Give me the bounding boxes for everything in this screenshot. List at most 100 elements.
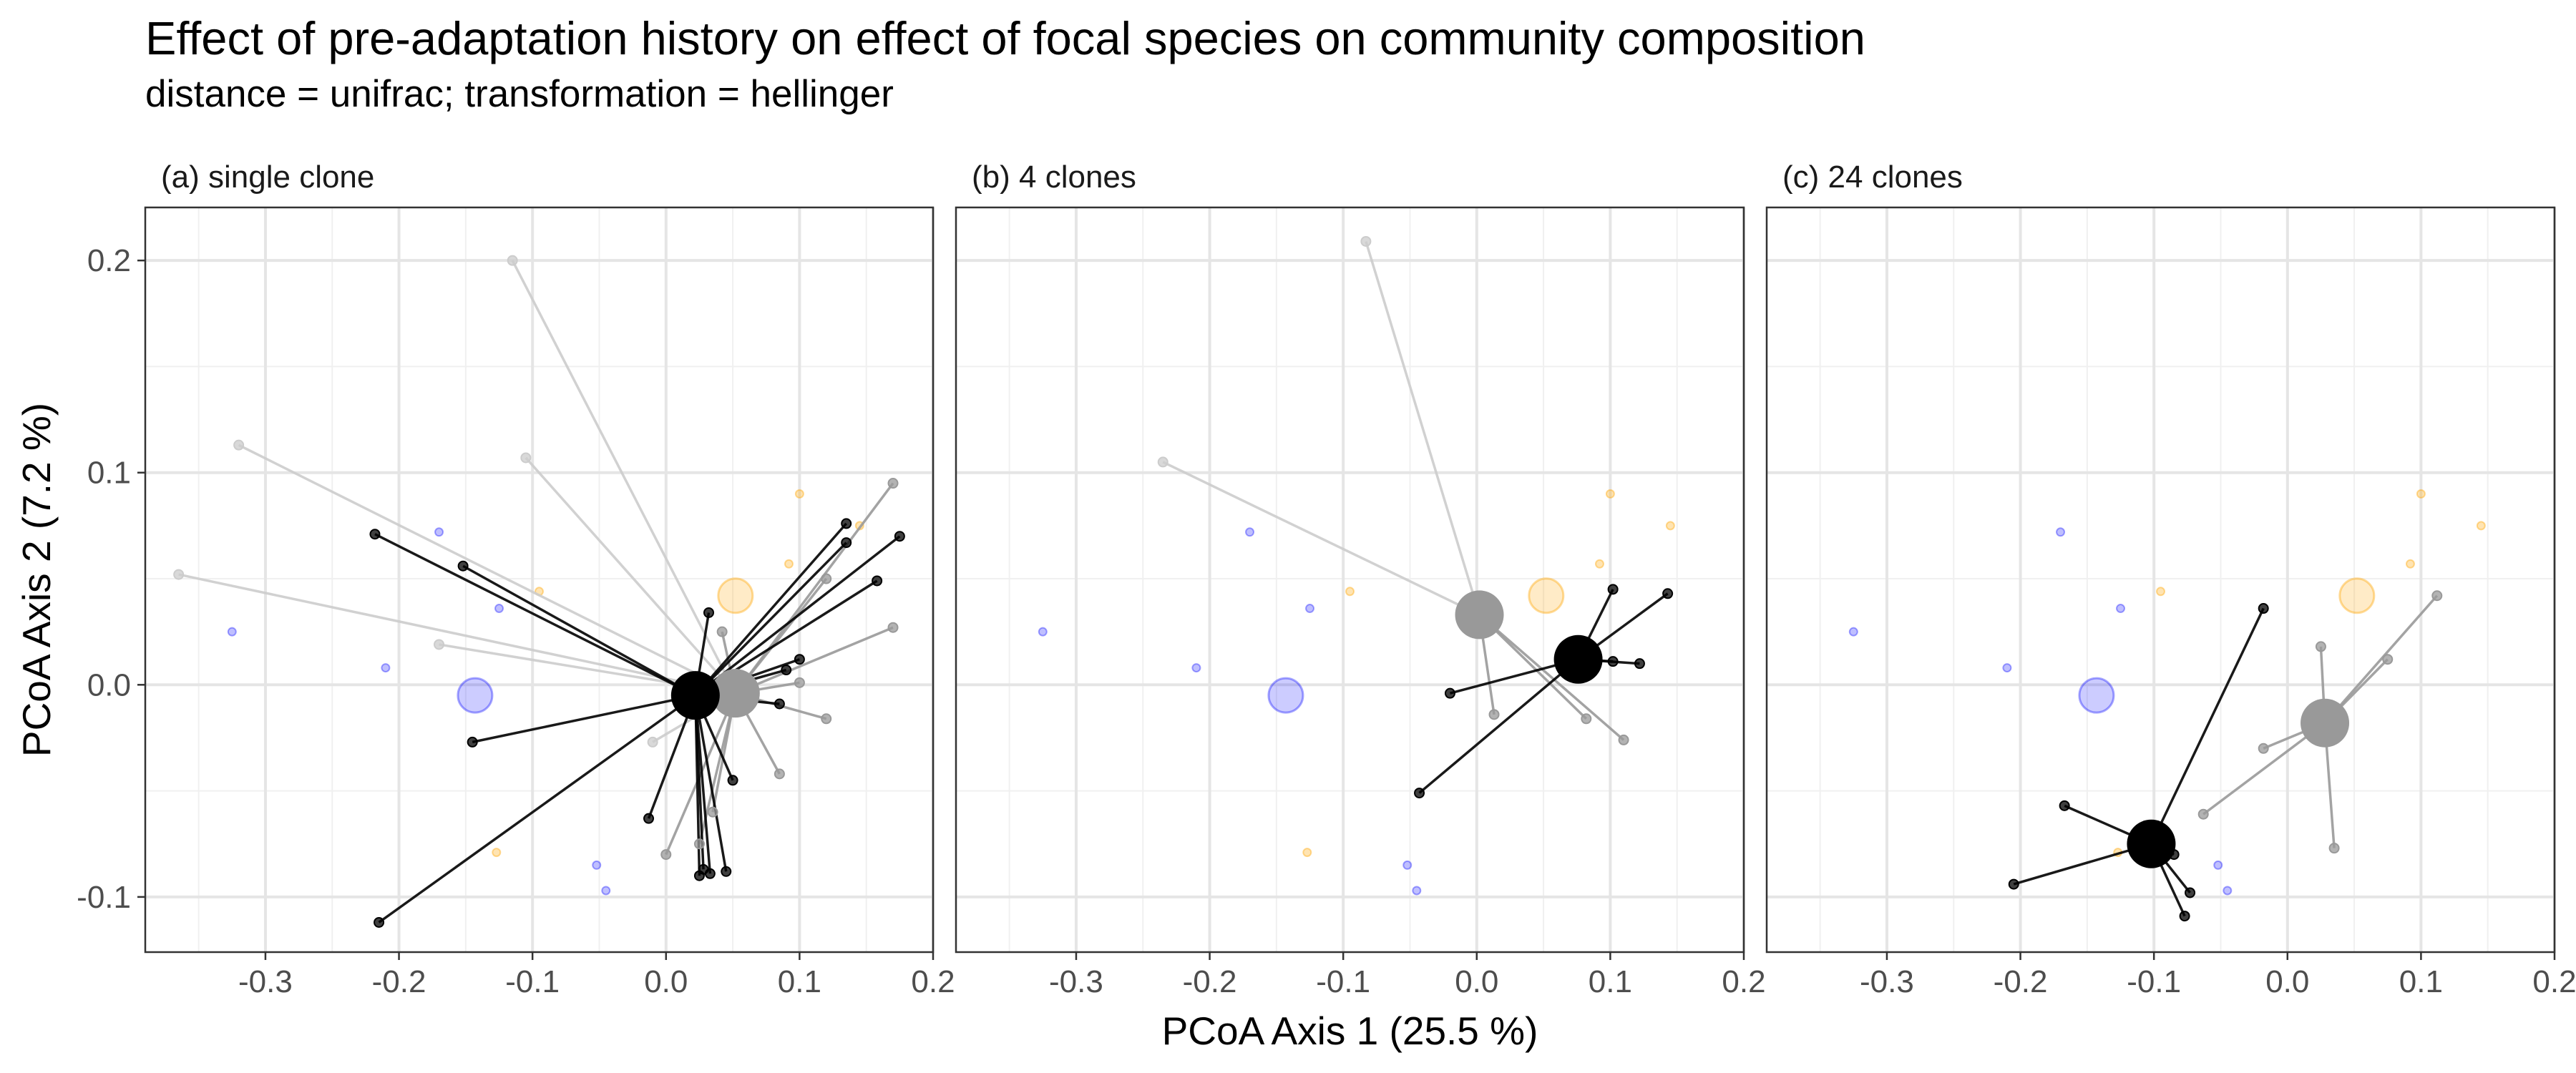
black-point (369, 529, 381, 540)
black-point (872, 575, 883, 587)
chart-title: Effect of pre-adaptation history on effe… (145, 12, 1865, 64)
gray-point (693, 838, 705, 850)
blue-point (1191, 663, 1201, 673)
x-tick-label: 0.2 (1722, 964, 1765, 999)
orange-centroid (2338, 577, 2376, 614)
black-point (1444, 687, 1455, 699)
orange-point (2156, 587, 2165, 597)
gray-segment (2323, 594, 2439, 724)
blue-point (601, 886, 611, 896)
orange-centroid (1528, 577, 1565, 614)
lightgray-point (647, 736, 658, 748)
blue-point (494, 604, 504, 614)
black-point (794, 654, 805, 665)
black-segment (694, 695, 728, 872)
lightgray-point (520, 452, 532, 464)
black-point (1414, 788, 1425, 799)
lightgray-segment (178, 573, 736, 695)
lightgray-point (1157, 456, 1169, 468)
black-point (721, 866, 732, 877)
chart-subtitle: distance = unifrac; transformation = hel… (145, 73, 894, 115)
black-point (374, 916, 385, 928)
orange-point (2405, 559, 2415, 569)
gray-point (774, 768, 785, 780)
lightgray-segment (1365, 240, 1481, 615)
orange-point (2476, 521, 2486, 531)
black-segment (694, 542, 847, 697)
black-point (727, 775, 738, 786)
black-point (457, 560, 469, 572)
black-point (2008, 878, 2019, 890)
orange-point (1665, 521, 1675, 531)
y-tick-label: 0.1 (87, 456, 131, 491)
black-segment (694, 535, 901, 697)
panel-label: (b) 4 clones (972, 160, 1136, 195)
lightgray-segment (511, 260, 737, 694)
orange-point (1302, 848, 1312, 858)
y-tick-label: 0.0 (87, 667, 131, 702)
blue-point (434, 527, 444, 537)
x-axis-label: PCoA Axis 1 (25.5 %) (1162, 1009, 1538, 1053)
black-centroid (1553, 635, 1603, 684)
blue-centroid (2078, 677, 2115, 714)
black-point (1634, 658, 1645, 670)
lightgray-point (173, 569, 185, 580)
gray-segment (1478, 614, 1625, 741)
gray-segment (2202, 722, 2326, 815)
blue-point (1038, 627, 1048, 637)
blue-point (2116, 604, 2126, 614)
gray-point (1488, 709, 1500, 720)
black-segment (378, 694, 696, 923)
orange-point (1594, 559, 1604, 569)
panel-label: (a) single clone (161, 160, 374, 195)
blue-centroid (457, 677, 494, 714)
blue-point (592, 860, 602, 870)
black-point (467, 736, 478, 748)
black-point (2059, 800, 2070, 811)
black-segment (694, 522, 848, 697)
black-segment (374, 533, 696, 697)
blue-point (1412, 886, 1422, 896)
y-tick-label: 0.2 (87, 243, 131, 278)
gray-point (2258, 743, 2269, 754)
panel-label: (c) 24 clones (1782, 160, 1963, 195)
x-tick-label: 0.2 (911, 964, 955, 999)
blue-point (227, 627, 237, 637)
gray-point (1581, 713, 1592, 725)
blue-point (2056, 527, 2066, 537)
x-tick-label: -0.2 (1183, 964, 1237, 999)
black-point (1607, 584, 1619, 595)
black-centroid (2127, 819, 2176, 868)
lightgray-segment (1162, 461, 1480, 617)
x-tick-label: 0.2 (2532, 964, 2576, 999)
panel-border (955, 206, 1745, 954)
gray-point (2328, 843, 2340, 854)
black-point (1607, 656, 1619, 667)
x-tick-label: 0.1 (2399, 964, 2443, 999)
gray-segment (1478, 614, 1588, 720)
gray-point (2431, 590, 2443, 602)
x-tick-label: 0.0 (2265, 964, 2309, 999)
black-point (2185, 887, 2196, 898)
gray-segment (735, 626, 894, 695)
lightgray-point (507, 255, 518, 266)
orange-centroid (717, 577, 754, 614)
x-tick-label: -0.1 (2127, 964, 2181, 999)
black-point (693, 870, 705, 881)
black-point (703, 607, 714, 618)
gray-point (2197, 808, 2209, 820)
black-segment (462, 564, 696, 697)
black-point (643, 813, 655, 824)
black-point (841, 537, 852, 549)
black-segment (2150, 607, 2265, 845)
x-tick-label: -0.3 (1049, 964, 1103, 999)
gray-point (887, 478, 899, 489)
panel-border (144, 206, 935, 954)
lightgray-point (434, 639, 445, 650)
blue-centroid (1267, 677, 1304, 714)
gray-point (1618, 734, 1629, 745)
x-tick-label: 0.1 (1589, 964, 1632, 999)
blue-point (381, 663, 391, 673)
black-point (2179, 911, 2190, 922)
black-centroid (670, 671, 720, 720)
